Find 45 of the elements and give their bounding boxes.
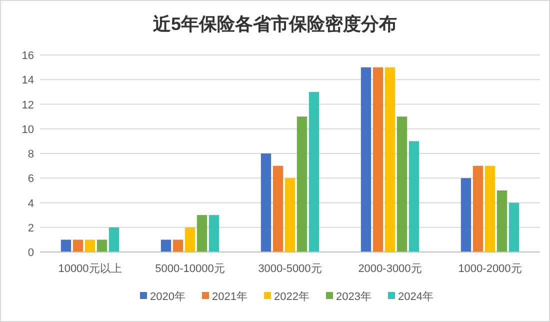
bar	[296, 116, 308, 252]
legend-label: 2024年	[398, 291, 434, 303]
y-tick-label: 10	[22, 124, 34, 136]
y-tick-label: 4	[28, 198, 34, 210]
bar	[108, 227, 120, 252]
bar	[372, 67, 384, 252]
bar	[408, 141, 420, 252]
y-tick-label: 16	[22, 50, 34, 62]
legend-label: 2021年	[212, 291, 248, 303]
bar	[496, 190, 508, 252]
x-tick-label: 5000-10000元	[155, 263, 225, 275]
bar	[84, 240, 96, 252]
bar	[396, 116, 408, 252]
legend-label: 2023年	[336, 291, 372, 303]
y-tick-label: 12	[22, 99, 34, 112]
bar	[184, 227, 196, 252]
chart-title: 近5年保险各省市保险密度分布	[152, 14, 398, 34]
bar	[60, 240, 72, 252]
y-tick-label: 0	[28, 247, 34, 259]
bar	[308, 92, 320, 252]
x-tick-label: 10000元以上	[58, 262, 122, 275]
bar	[484, 166, 496, 252]
legend-label: 2022年	[274, 291, 310, 303]
x-tick-label: 2000-3000元	[358, 263, 422, 275]
legend-label: 2020年	[150, 291, 186, 303]
bar	[384, 67, 396, 252]
bar	[460, 178, 472, 252]
bar	[196, 215, 208, 252]
bar	[208, 215, 220, 252]
y-tick-label: 8	[28, 148, 34, 160]
bar	[260, 154, 272, 252]
x-tick-label: 1000-2000元	[458, 263, 522, 275]
bar	[172, 240, 184, 252]
y-tick-label: 14	[22, 74, 34, 87]
bar	[360, 67, 372, 252]
bar	[160, 240, 172, 252]
y-tick-label: 6	[28, 173, 34, 186]
bar	[508, 202, 520, 252]
bar	[72, 240, 84, 252]
bar	[472, 166, 484, 252]
bar	[272, 166, 284, 252]
x-tick-label: 3000-5000元	[258, 263, 322, 275]
y-tick-label: 2	[28, 222, 34, 234]
bar	[284, 178, 296, 252]
bar	[96, 240, 108, 252]
